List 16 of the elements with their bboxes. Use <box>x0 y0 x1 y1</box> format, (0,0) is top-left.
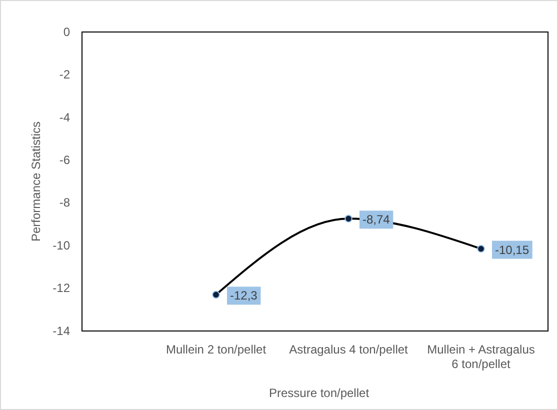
x-tick-label: Astragalus 4 ton/pellet <box>289 342 409 357</box>
y-tick-label: -14 <box>52 324 70 338</box>
y-tick-label: 0 <box>63 24 70 39</box>
data-label: -10,15 <box>495 242 530 257</box>
y-tick-label: -12 <box>52 281 70 296</box>
data-label: -12,3 <box>230 288 258 303</box>
y-tick-label: -6 <box>59 152 70 167</box>
y-tick-label: -2 <box>59 68 70 82</box>
y-tick-label: -4 <box>59 110 70 124</box>
y-axis-title: Performance Statistics <box>29 121 43 242</box>
y-tick-label: -8 <box>59 196 70 210</box>
y-tick-label: -10 <box>52 238 70 252</box>
x-tick-label: Mullein 2 ton/pellet <box>166 342 267 357</box>
x-axis-title: Pressure ton/pellet <box>268 386 370 400</box>
x-tick-label: Mullein + Astragalus 6 ton/pellet <box>427 342 535 371</box>
data-label: -8,74 <box>362 212 390 227</box>
